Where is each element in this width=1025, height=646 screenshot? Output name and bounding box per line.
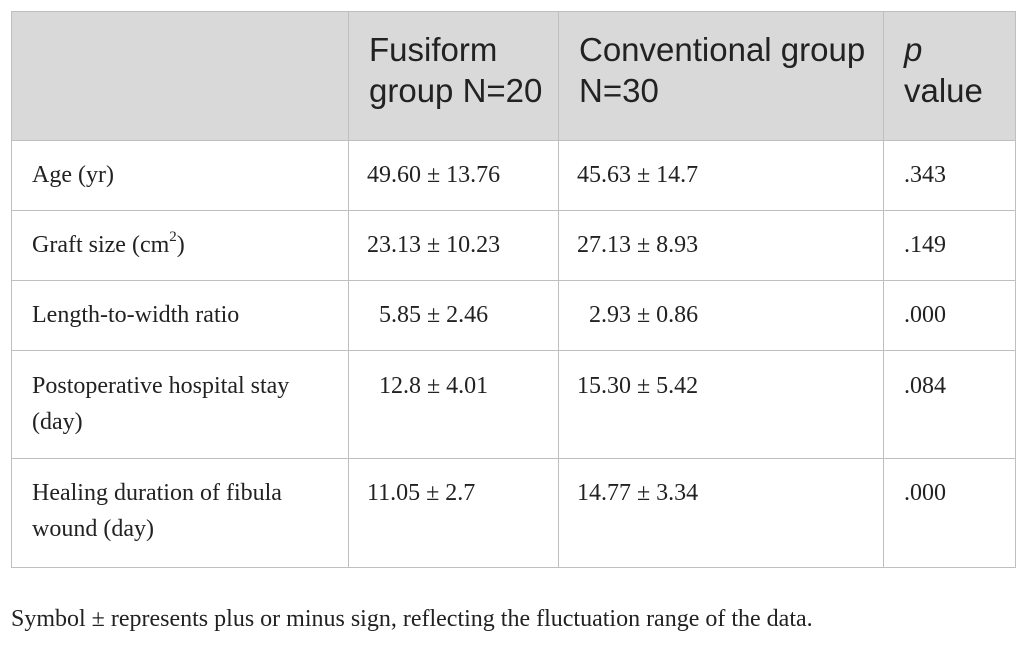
table-row: Healing duration of fibula wound (day) 1… [11,458,1016,568]
conventional-value: 2.93 ± 0.86 [558,280,884,351]
header-p-italic: p [904,31,923,68]
p-value: .000 [883,458,1016,568]
conventional-value: 14.77 ± 3.34 [558,458,884,568]
table-body: Age (yr) 49.60 ± 13.76 45.63 ± 14.7 .343… [11,140,1016,568]
conventional-value: 45.63 ± 14.7 [558,140,884,211]
header-conventional-group: Conventional group N=30 [558,11,884,141]
row-label: Postoperative hospital stay (day) [11,350,349,459]
p-value: .000 [883,280,1016,351]
fusiform-value: 49.60 ± 13.76 [348,140,559,211]
row-label-text: Length-to-width ratio [32,302,240,328]
row-label-superscript: 2 [169,229,177,245]
fusiform-value: 5.85 ± 2.46 [348,280,559,351]
row-label: Length-to-width ratio [11,280,349,351]
table-row: Length-to-width ratio 5.85 ± 2.46 2.93 ±… [11,280,1016,351]
p-value: .084 [883,350,1016,459]
header-fusiform-group: Fusiform group N=20 [348,11,559,141]
comparison-table: Fusiform group N=20 Conventional group N… [11,11,1016,568]
table-header: Fusiform group N=20 Conventional group N… [11,11,1016,141]
header-p-value: p value [883,11,1016,141]
row-label-text: Graft size (cm [32,232,170,258]
table-footnote: Symbol ± represents plus or minus sign, … [11,606,813,632]
conventional-value: 15.30 ± 5.42 [558,350,884,459]
row-label: Healing duration of fibula wound (day) [11,458,349,568]
conventional-value: 27.13 ± 8.93 [558,210,884,281]
row-label-text: Healing duration of fibula wound (day) [32,480,282,542]
p-value: .343 [883,140,1016,211]
p-value: .149 [883,210,1016,281]
row-label: Age (yr) [11,140,349,211]
row-label-text: Postoperative hospital stay (day) [32,373,290,435]
fusiform-value: 12.8 ± 4.01 [348,350,559,459]
header-row: Fusiform group N=20 Conventional group N… [11,11,1016,141]
table-row: Graft size (cm2) 23.13 ± 10.23 27.13 ± 8… [11,210,1016,281]
row-label: Graft size (cm2) [11,210,349,281]
table-row: Age (yr) 49.60 ± 13.76 45.63 ± 14.7 .343 [11,140,1016,211]
fusiform-value: 11.05 ± 2.7 [348,458,559,568]
row-label-suffix: ) [176,232,185,258]
fusiform-value: 23.13 ± 10.23 [348,210,559,281]
header-empty-cell [11,11,349,141]
header-value-word: value [904,72,983,109]
table-row: Postoperative hospital stay (day) 12.8 ±… [11,350,1016,459]
row-label-text: Age (yr) [32,162,114,188]
